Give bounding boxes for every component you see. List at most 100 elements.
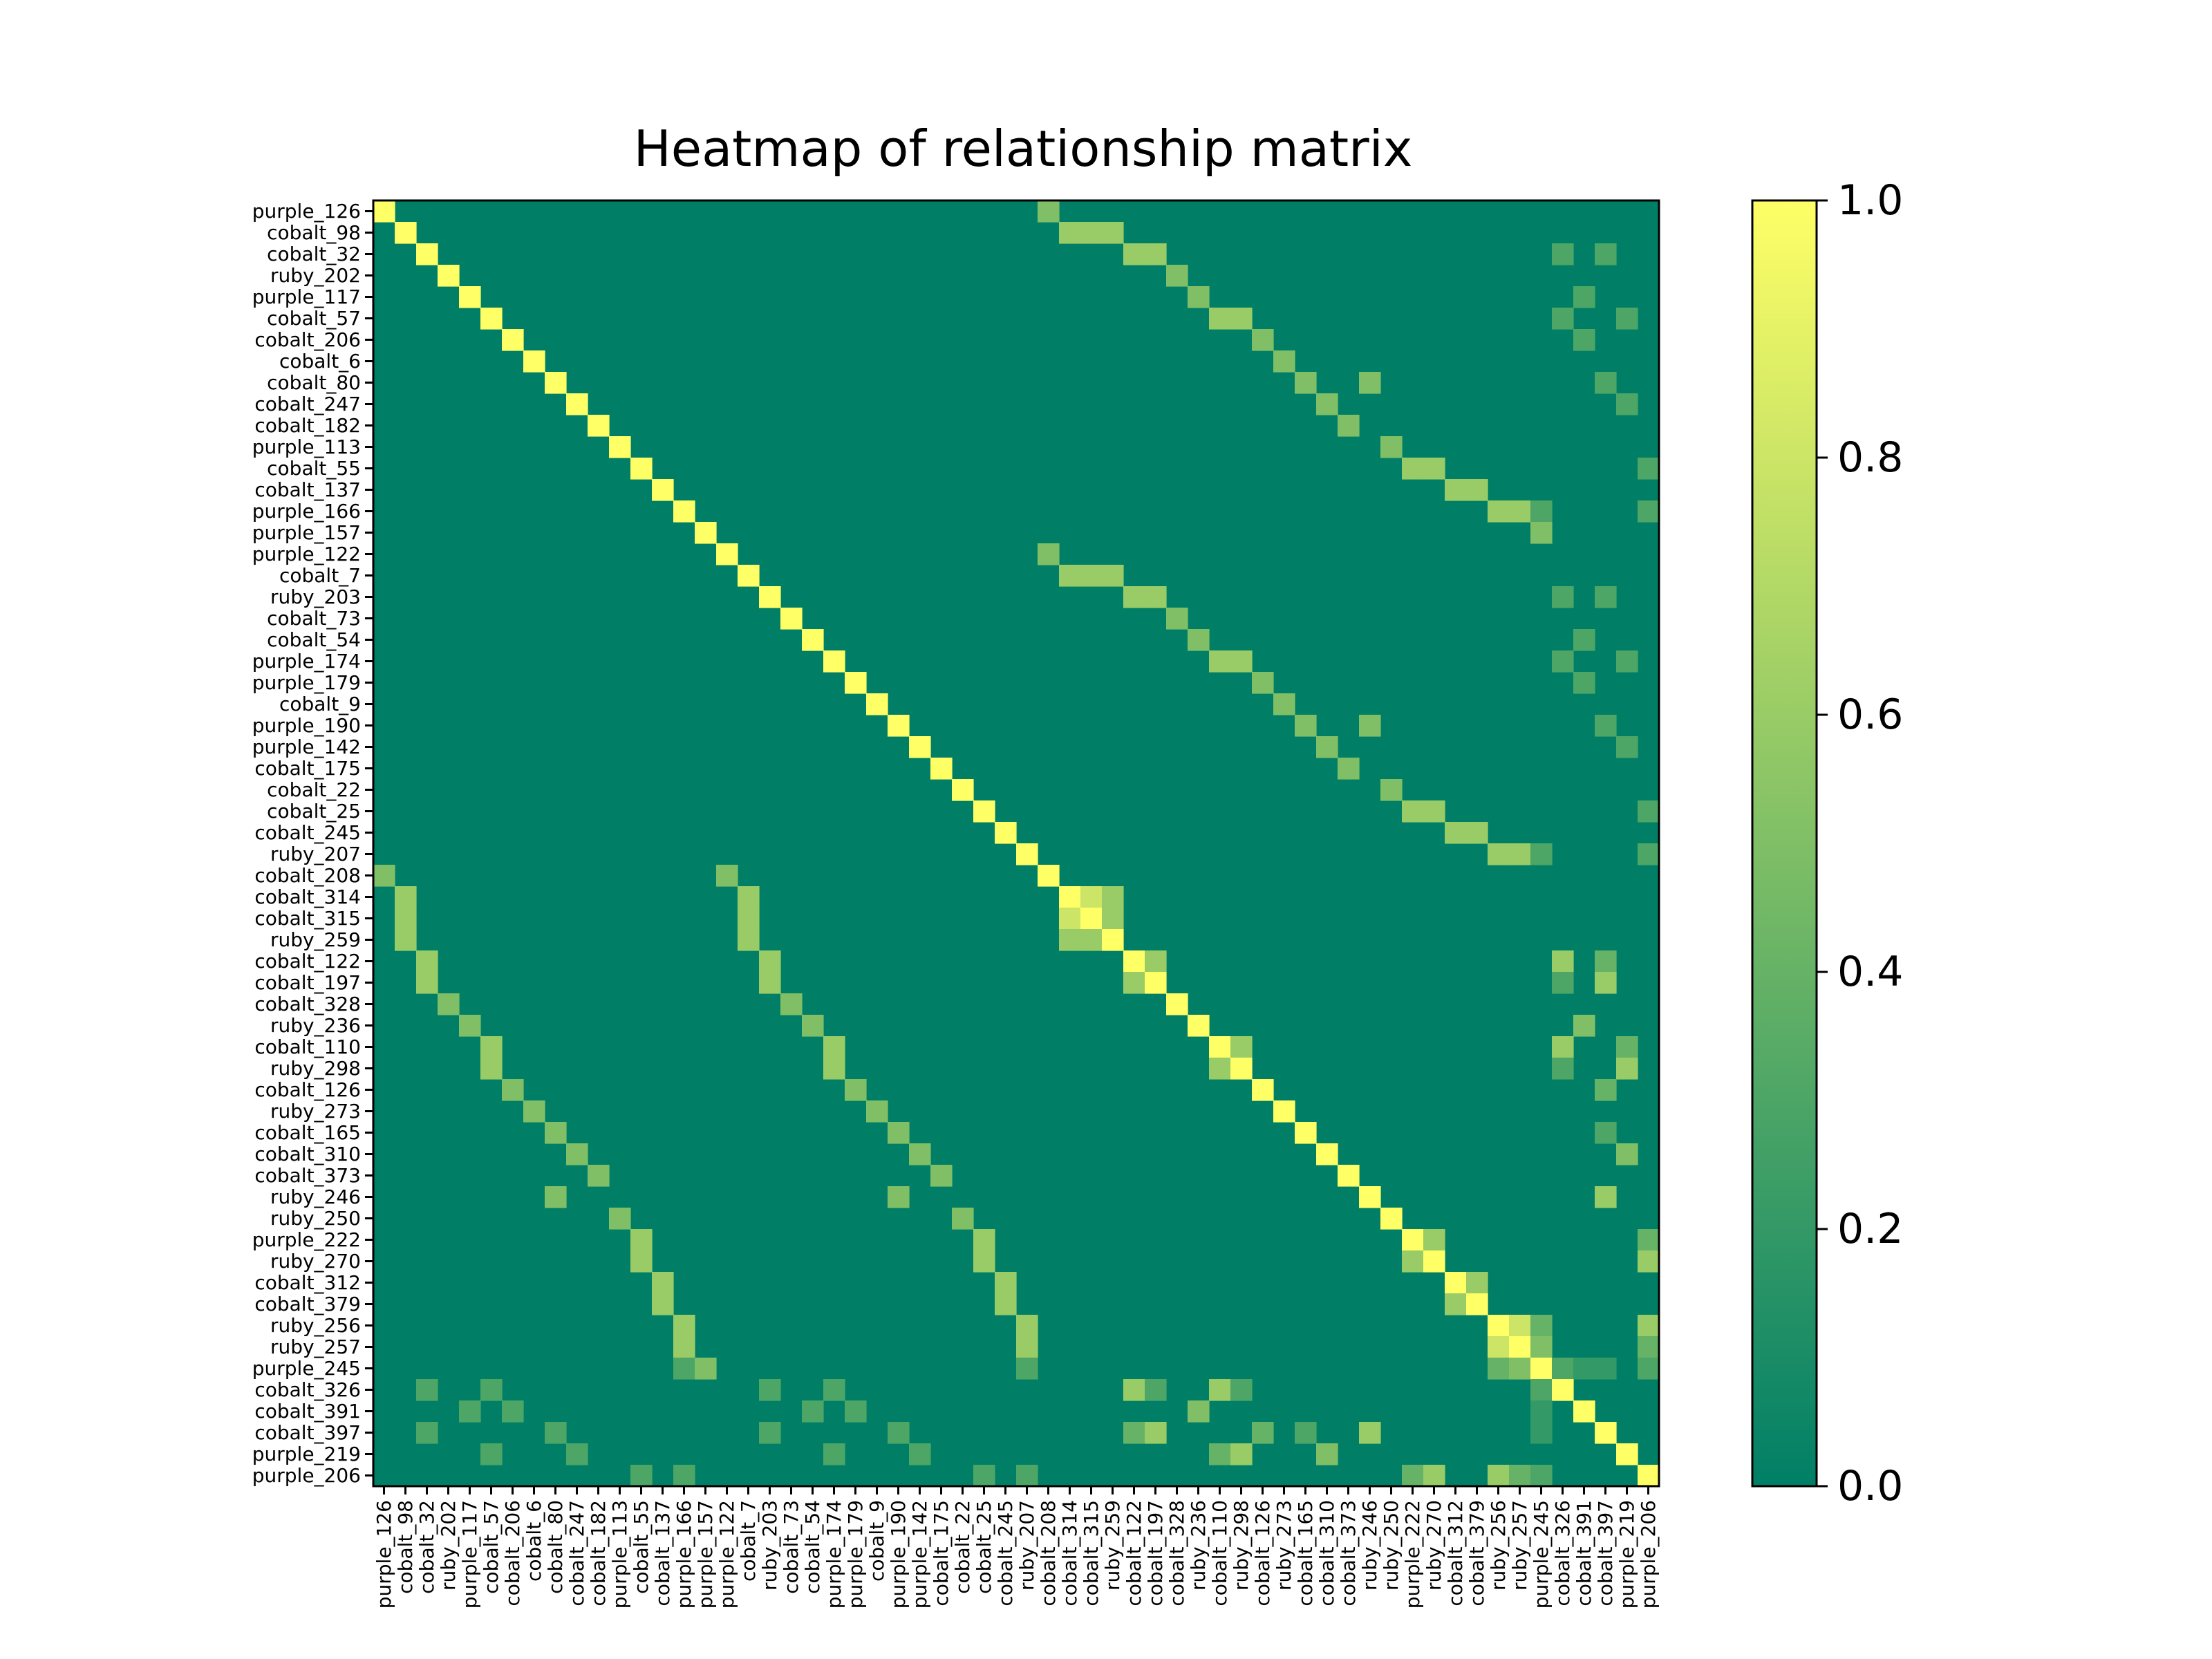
heatmap-cell — [438, 265, 460, 287]
heatmap-cell — [1402, 1229, 1424, 1251]
heatmap-cell — [673, 1315, 695, 1337]
heatmap-cell — [673, 500, 695, 523]
heatmap-cell — [1509, 1336, 1531, 1358]
heatmap-cell — [995, 1293, 1017, 1315]
heatmap-cell — [1445, 822, 1467, 844]
heatmap-cell — [1552, 1358, 1574, 1380]
heatmap-cell — [1638, 458, 1660, 480]
heatmap-cell — [845, 1079, 867, 1101]
y-tick-label: cobalt_7 — [279, 564, 361, 587]
heatmap-cell — [909, 1443, 931, 1465]
heatmap-cell — [973, 800, 995, 823]
heatmap-cell — [1059, 908, 1081, 930]
heatmap-cell — [1423, 800, 1445, 823]
y-tick-label: ruby_207 — [270, 843, 361, 865]
y-tick-label: purple_219 — [252, 1443, 361, 1465]
heatmap-cell — [780, 993, 803, 1015]
x-tick-label: cobalt_182 — [587, 1500, 610, 1606]
heatmap-cell — [888, 715, 910, 737]
heatmap-cell — [1445, 1293, 1467, 1315]
heatmap-cell — [1552, 650, 1574, 673]
y-tick-label: purple_190 — [252, 714, 361, 737]
heatmap-cell — [1102, 929, 1124, 951]
x-tick-label: cobalt_22 — [951, 1500, 974, 1594]
heatmap-cell — [416, 1379, 438, 1401]
heatmap-cell — [1402, 800, 1424, 823]
heatmap-cell — [566, 1143, 588, 1165]
heatmap-cell — [1059, 222, 1081, 244]
heatmap-cell — [1273, 350, 1295, 373]
y-tick-label: cobalt_80 — [267, 371, 361, 394]
x-tick-label: cobalt_6 — [523, 1500, 545, 1582]
heatmap-cell — [1059, 886, 1081, 908]
heatmap-cell — [802, 1015, 824, 1037]
heatmap-cell — [1230, 650, 1253, 673]
heatmap-cell — [1273, 693, 1295, 715]
y-tick-label: cobalt_57 — [267, 307, 361, 330]
y-tick-label: cobalt_175 — [254, 757, 361, 780]
colorbar-tick-label: 1.0 — [1837, 176, 1903, 225]
heatmap-cell — [1123, 1379, 1145, 1401]
x-tick-label: cobalt_312 — [1444, 1500, 1467, 1606]
y-tick-label: purple_166 — [252, 500, 361, 523]
x-tick-label: purple_126 — [373, 1500, 395, 1609]
heatmap-cell — [1188, 1015, 1210, 1037]
y-axis: purple_126cobalt_98cobalt_32ruby_202purp… — [252, 200, 373, 1487]
heatmap-cell — [1145, 1379, 1167, 1401]
y-tick-label: purple_142 — [252, 735, 361, 758]
heatmap-cell — [1295, 1122, 1317, 1144]
x-tick-label: purple_219 — [1615, 1500, 1638, 1609]
x-tick-label: cobalt_57 — [480, 1500, 503, 1594]
x-tick-label: cobalt_326 — [1551, 1500, 1574, 1606]
heatmap-cell — [1530, 1400, 1553, 1423]
heatmap-cell — [1638, 843, 1660, 865]
y-tick-label: purple_126 — [252, 200, 361, 223]
x-tick-label: purple_157 — [694, 1500, 717, 1609]
y-tick-label: cobalt_25 — [267, 800, 361, 823]
heatmap-cell — [1338, 1165, 1360, 1187]
heatmap-cell — [373, 865, 395, 887]
heatmap-cell — [1530, 1315, 1553, 1337]
heatmap-cell — [1530, 522, 1553, 544]
heatmap-cell — [1595, 950, 1617, 973]
heatmap-cell — [952, 1208, 974, 1230]
x-tick-label: ruby_259 — [1101, 1500, 1124, 1591]
heatmap-cell — [1209, 1443, 1231, 1465]
y-tick-label: ruby_256 — [270, 1314, 361, 1337]
heatmap-cell — [1080, 908, 1103, 930]
heatmap-cell — [459, 286, 481, 308]
heatmap-cell — [1466, 1293, 1488, 1315]
y-tick-label: cobalt_137 — [254, 478, 361, 501]
y-tick-label: cobalt_397 — [254, 1421, 361, 1444]
y-tick-label: cobalt_208 — [254, 864, 361, 887]
heatmap-cell — [1616, 736, 1638, 758]
heatmap-cell — [395, 908, 417, 930]
heatmap-cell — [395, 886, 417, 908]
y-tick-label: ruby_236 — [270, 1014, 361, 1037]
x-tick-label: cobalt_137 — [651, 1500, 674, 1606]
y-tick-label: purple_174 — [252, 650, 361, 673]
heatmap-cell — [652, 1293, 674, 1315]
heatmap-cell — [1402, 458, 1424, 480]
x-tick-label: cobalt_175 — [930, 1500, 953, 1606]
heatmap-cell — [1145, 1422, 1167, 1444]
heatmap-cell — [1530, 843, 1553, 865]
heatmap-cell — [1016, 1358, 1038, 1380]
heatmap-cell — [1595, 1422, 1617, 1444]
y-tick-label: cobalt_206 — [254, 328, 361, 351]
y-tick-label: cobalt_55 — [267, 457, 361, 480]
heatmap-cell — [1230, 1443, 1253, 1465]
y-tick-label: purple_179 — [252, 671, 361, 694]
y-tick-label: cobalt_126 — [254, 1078, 361, 1101]
heatmap-cell — [1359, 715, 1381, 737]
heatmap-cell — [1316, 393, 1338, 415]
heatmap-cell — [759, 972, 781, 994]
heatmap-cell — [1102, 908, 1124, 930]
heatmap-cell — [1616, 1036, 1638, 1058]
heatmap-cell — [930, 1165, 953, 1187]
heatmap-cell — [1145, 243, 1167, 265]
heatmap-cell — [973, 1465, 995, 1487]
heatmap-cell — [1466, 1272, 1488, 1294]
heatmap-cell — [802, 629, 824, 651]
heatmap-cell — [416, 972, 438, 994]
